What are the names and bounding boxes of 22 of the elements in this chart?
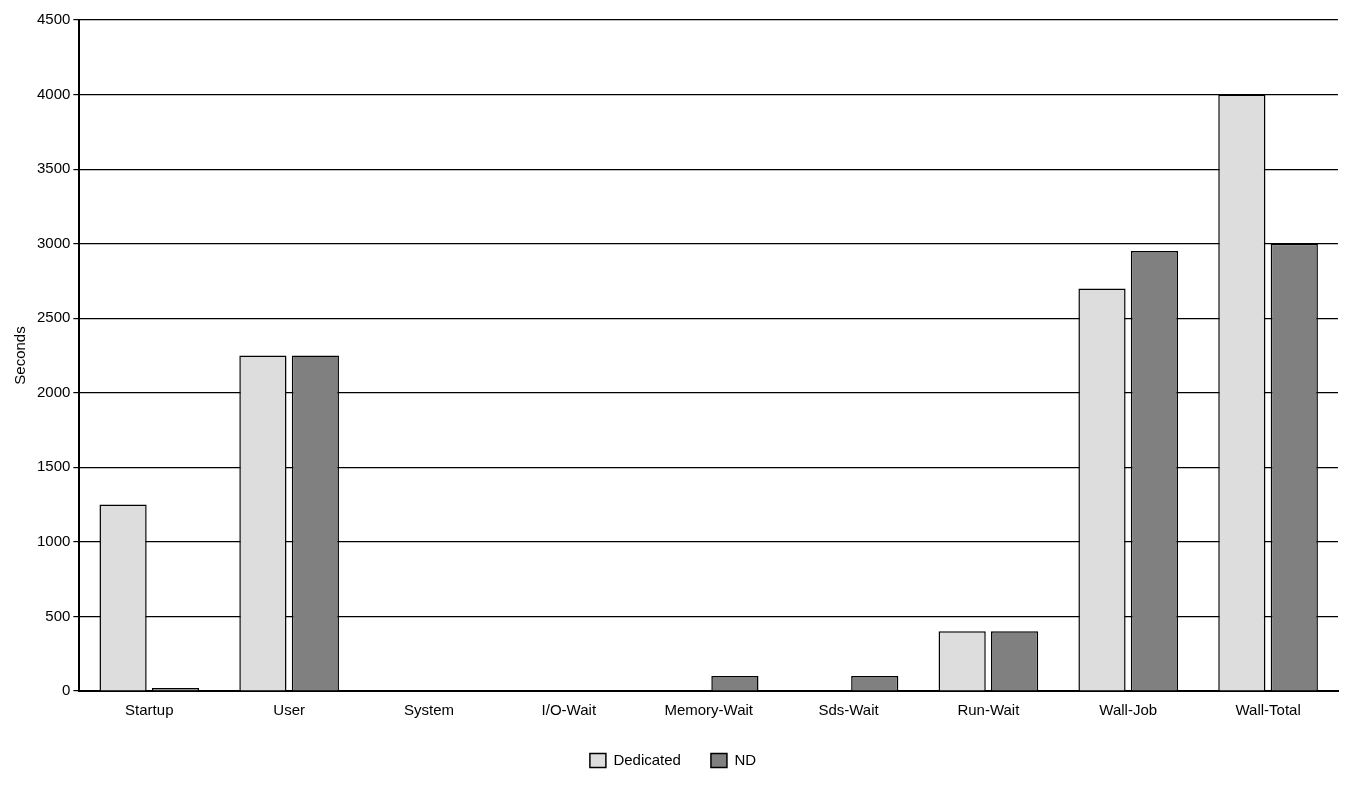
x-tick-label: Startup (125, 701, 174, 719)
y-axis-title: Seconds (11, 326, 29, 385)
x-tick-label: Run-Wait (957, 701, 1021, 719)
legend-label: Dedicated (613, 750, 681, 768)
x-tick-label: I/O-Wait (541, 701, 597, 719)
x-tick-label: Sds-Wait (818, 701, 880, 719)
y-tick-label: 4000 (36, 84, 71, 102)
y-tick-label: 2000 (36, 382, 71, 400)
y-tick-label: 3000 (36, 233, 71, 251)
x-tick-label: Wall-Total (1235, 701, 1301, 719)
y-tick-label: 500 (45, 606, 71, 624)
y-tick-label: 1000 (36, 532, 71, 550)
x-tick-label: Wall-Job (1099, 701, 1158, 719)
y-tick-label: 2500 (36, 308, 71, 326)
y-tick-label: 1500 (36, 457, 71, 475)
y-tick-label: 3500 (36, 159, 71, 177)
x-tick-label: Memory-Wait (664, 701, 754, 719)
x-tick-label: System (403, 701, 454, 719)
x-tick-label: User (273, 701, 305, 719)
y-tick-label: 0 (62, 681, 71, 699)
legend-label: ND (734, 750, 757, 768)
y-tick-label: 4500 (36, 10, 71, 28)
